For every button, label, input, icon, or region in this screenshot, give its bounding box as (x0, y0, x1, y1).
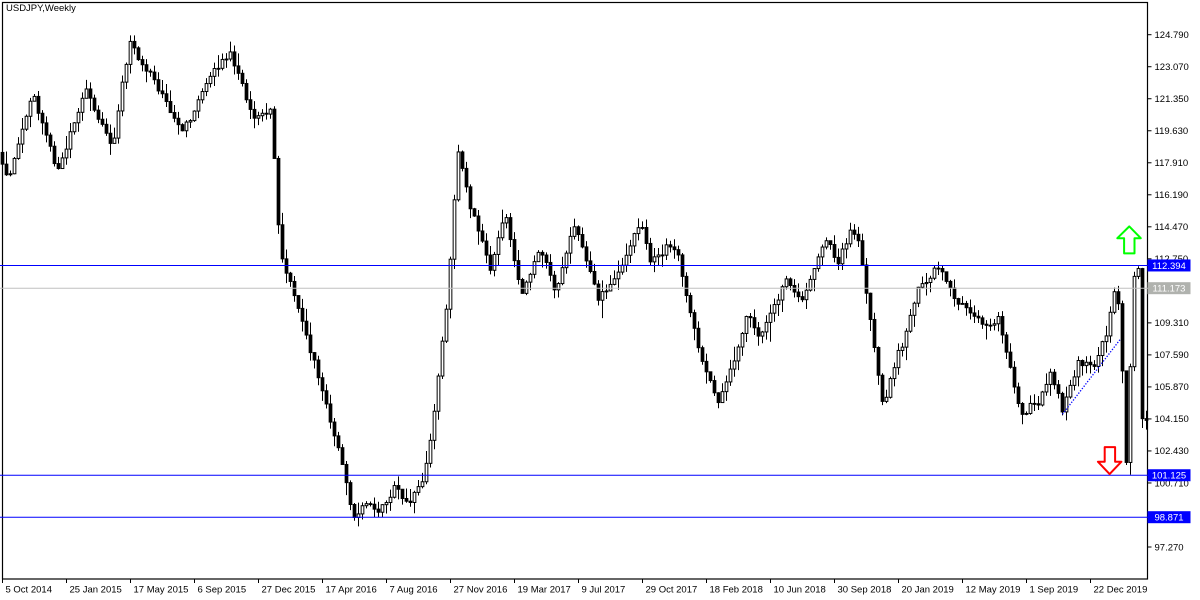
svg-text:116.190: 116.190 (1155, 190, 1189, 201)
svg-text:17 Apr 2016: 17 Apr 2016 (326, 585, 377, 596)
svg-text:30 Sep 2018: 30 Sep 2018 (838, 585, 892, 596)
svg-text:121.350: 121.350 (1155, 94, 1189, 105)
svg-text:112.394: 112.394 (1152, 261, 1186, 272)
svg-text:111.173: 111.173 (1153, 283, 1186, 294)
svg-text:119.630: 119.630 (1155, 126, 1189, 137)
svg-text:102.430: 102.430 (1155, 446, 1189, 457)
svg-text:20 Jan 2019: 20 Jan 2019 (902, 585, 954, 596)
svg-text:25 Jan 2015: 25 Jan 2015 (70, 585, 122, 596)
svg-text:109.310: 109.310 (1155, 318, 1189, 329)
svg-text:17 May 2015: 17 May 2015 (134, 585, 189, 596)
svg-text:97.270: 97.270 (1155, 542, 1184, 553)
svg-text:123.070: 123.070 (1155, 62, 1189, 73)
svg-text:98.871: 98.871 (1154, 513, 1183, 524)
svg-text:124.790: 124.790 (1155, 30, 1189, 41)
svg-text:101.125: 101.125 (1152, 471, 1186, 482)
svg-text:22 Dec 2019: 22 Dec 2019 (1094, 585, 1148, 596)
svg-text:18 Feb 2018: 18 Feb 2018 (710, 585, 763, 596)
svg-text:9 Jul 2017: 9 Jul 2017 (582, 585, 626, 596)
svg-text:10 Jun 2018: 10 Jun 2018 (774, 585, 826, 596)
svg-text:19 Mar 2017: 19 Mar 2017 (518, 585, 571, 596)
svg-text:117.910: 117.910 (1155, 158, 1189, 169)
svg-text:1 Sep 2019: 1 Sep 2019 (1030, 585, 1079, 596)
svg-text:5 Oct 2014: 5 Oct 2014 (6, 585, 52, 596)
svg-text:7 Aug 2016: 7 Aug 2016 (390, 585, 438, 596)
svg-text:107.590: 107.590 (1155, 350, 1189, 361)
svg-text:114.470: 114.470 (1155, 222, 1189, 233)
svg-text:27 Nov 2016: 27 Nov 2016 (454, 585, 508, 596)
svg-text:27 Dec 2015: 27 Dec 2015 (262, 585, 316, 596)
svg-text:105.870: 105.870 (1155, 382, 1189, 393)
svg-text:104.150: 104.150 (1155, 414, 1189, 425)
svg-text:29 Oct 2017: 29 Oct 2017 (646, 585, 698, 596)
svg-text:12 May 2019: 12 May 2019 (966, 585, 1021, 596)
svg-text:6 Sep 2015: 6 Sep 2015 (198, 585, 247, 596)
